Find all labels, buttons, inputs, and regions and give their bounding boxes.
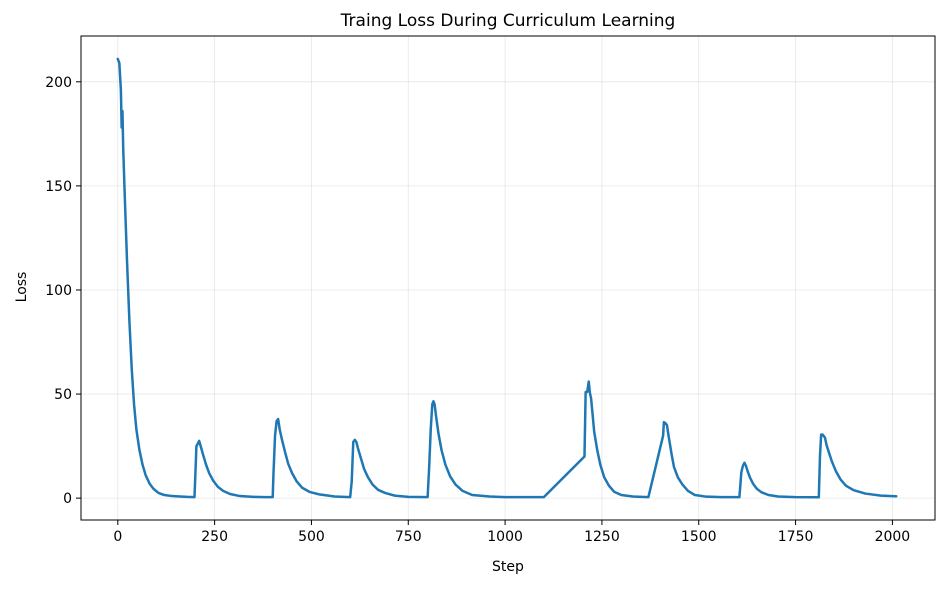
x-axis-label: Step: [492, 559, 524, 575]
y-tick-label: 100: [45, 283, 72, 299]
x-tick-label: 1000: [487, 529, 523, 545]
loss-series-line: [116, 57, 898, 499]
axis-ticks: 0 250 500 750 1000 1250 1500 1750 2000 0 50 100 150 2…: [45, 75, 910, 545]
y-axis-label: Loss: [14, 272, 30, 303]
chart-title: Traing Loss During Curriculum Learning: [340, 11, 676, 31]
x-tick-label: 1250: [584, 529, 620, 545]
x-tick-label: 2000: [875, 529, 911, 545]
y-tick-label: 150: [45, 179, 72, 195]
y-tick-label: 200: [45, 75, 72, 91]
series-layer: [116, 57, 898, 499]
x-tick-label: 0: [113, 529, 122, 545]
x-tick-label: 750: [395, 529, 422, 545]
y-tick-label: 0: [63, 491, 72, 507]
x-tick-label: 1750: [778, 529, 814, 545]
plot-frame: [80, 35, 936, 521]
x-tick-label: 250: [201, 529, 228, 545]
x-tick-label: 1500: [681, 529, 717, 545]
y-tick-label: 50: [54, 387, 72, 403]
x-tick-label: 500: [298, 529, 325, 545]
